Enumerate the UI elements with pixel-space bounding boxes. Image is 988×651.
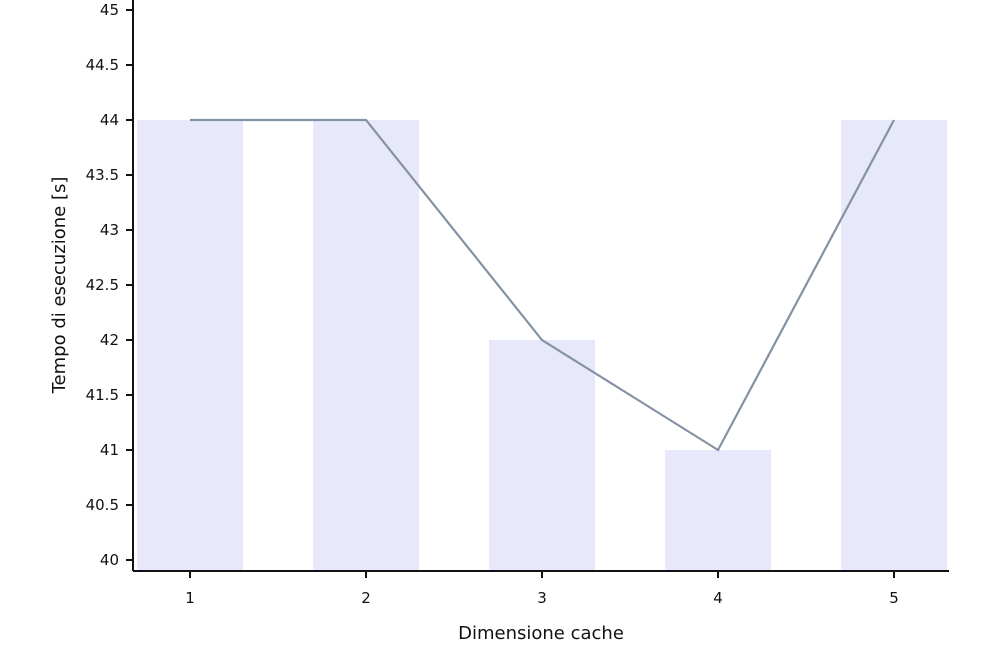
y-tick-label: 42.5	[86, 276, 119, 294]
series-line-group	[190, 118, 895, 452]
y-tick-label: 44.5	[86, 56, 119, 74]
bar-5	[841, 120, 947, 571]
series-line	[190, 118, 895, 452]
x-tick-label: 5	[889, 589, 899, 607]
y-tick-label: 42	[100, 331, 119, 349]
bar-4	[665, 450, 771, 571]
y-tick-label: 44	[100, 111, 119, 129]
y-tick-label: 45	[100, 1, 119, 19]
y-tick-label: 40	[100, 551, 119, 569]
y-tick-label: 41.5	[86, 386, 119, 404]
y-tick-label: 43	[100, 221, 119, 239]
x-tick-label: 4	[713, 589, 723, 607]
y-axis-title: Tempo di esecuzione [s]	[49, 177, 70, 395]
y-tick-label: 40.5	[86, 496, 119, 514]
bar-1	[137, 120, 243, 571]
y-ticks-group: 40 40.5 41 41.5 42 42.5 43 43.5 44 44.5 45	[86, 1, 133, 569]
x-axis-title: Dimensione cache	[458, 623, 624, 644]
y-tick-label: 41	[100, 441, 119, 459]
x-tick-label: 2	[361, 589, 371, 607]
bar-3	[489, 340, 595, 571]
bars-group	[137, 120, 947, 571]
x-ticks-group: 1 2 3 4 5	[185, 571, 899, 607]
y-tick-label: 43.5	[86, 166, 119, 184]
x-tick-label: 3	[537, 589, 547, 607]
bar-2	[313, 120, 419, 571]
x-tick-label: 1	[185, 589, 195, 607]
